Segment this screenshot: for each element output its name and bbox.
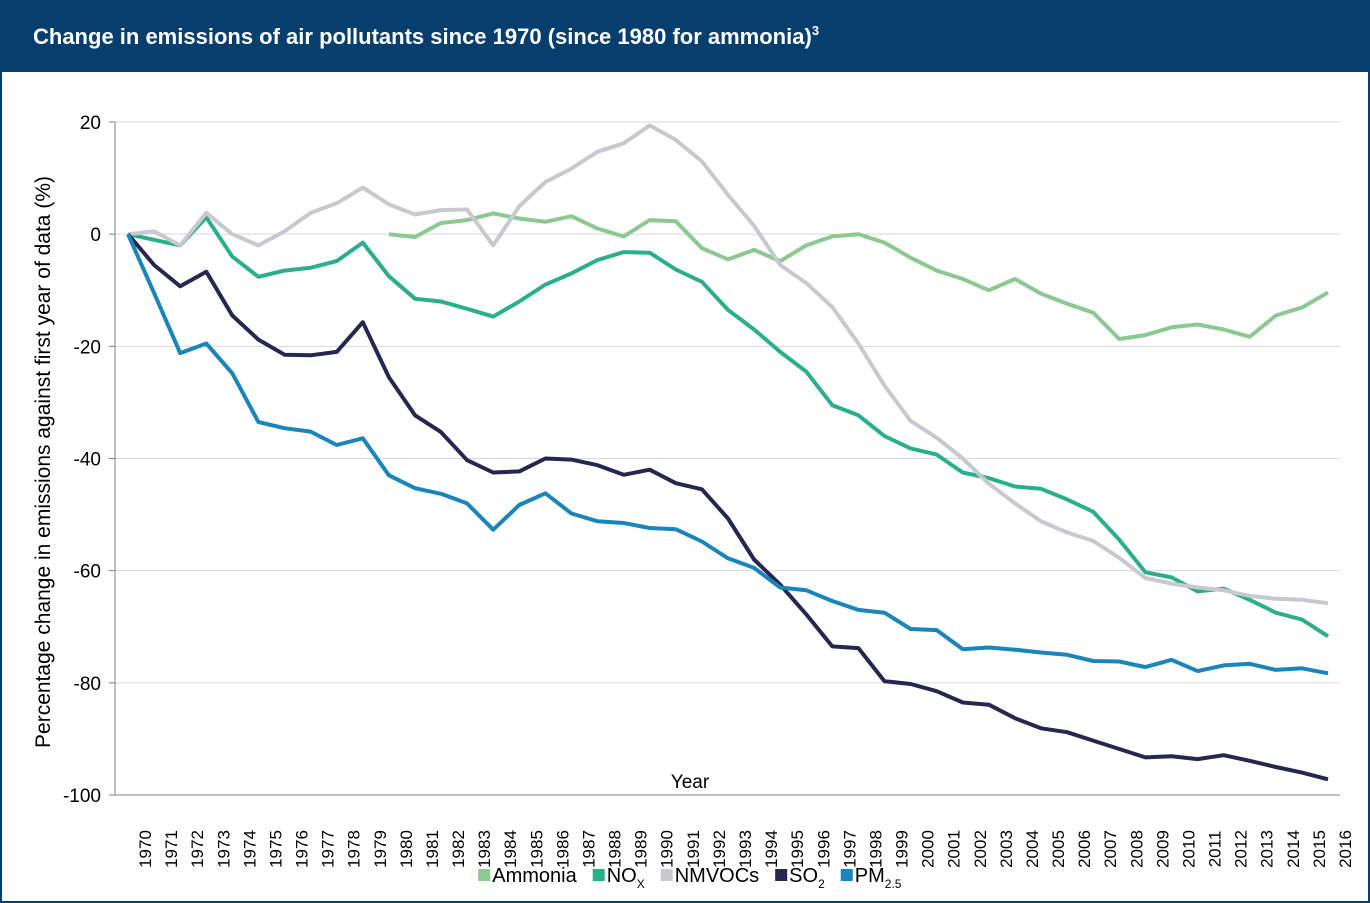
x-tick-label: 1980 [397, 830, 416, 868]
title-bar [0, 0, 1370, 72]
legend-label: SO2 [789, 865, 825, 891]
x-tick-label: 1999 [893, 830, 912, 868]
title-superscript: 3 [812, 23, 819, 38]
x-tick-label: 1973 [214, 830, 233, 868]
legend-label: Ammonia [492, 865, 577, 887]
legend-subscript: 2.5 [885, 877, 902, 891]
x-tick-label: 2004 [1023, 830, 1042, 868]
series-line [126, 233, 1329, 676]
series-line [127, 123, 1329, 606]
x-tick-label: 1984 [501, 830, 520, 868]
x-tick-label: 1997 [840, 830, 859, 868]
legend-swatch [592, 869, 605, 881]
legend-item: SO2 [775, 865, 825, 891]
y-tick-label: 20 [80, 113, 101, 134]
x-tick-label: 1987 [579, 830, 598, 868]
y-tick-label: -60 [74, 562, 101, 583]
x-tick-label: 1972 [188, 830, 207, 868]
x-tick-label: 2013 [1258, 830, 1277, 868]
x-tick-label: 1993 [736, 830, 755, 868]
legend-name: NMVOCs [675, 865, 759, 887]
legend-label: NOX [607, 865, 645, 891]
x-tick-label: 2008 [1127, 830, 1146, 868]
series-line [388, 211, 1330, 341]
legend-subscript: X [637, 877, 645, 891]
x-tick-label: 1982 [449, 830, 468, 868]
x-tick-label: 1991 [684, 830, 703, 868]
x-tick-label: 1989 [632, 830, 651, 868]
x-tick-label: 1998 [866, 830, 885, 868]
x-tick-label: 2010 [1179, 830, 1198, 868]
legend-name: PM [855, 865, 885, 887]
x-tick-label: 2011 [1206, 831, 1225, 868]
x-tick-label: 1974 [240, 830, 259, 868]
x-tick-label: 2002 [971, 830, 990, 868]
x-tick-label: 1985 [527, 830, 546, 868]
legend-name: SO [789, 865, 818, 887]
x-tick-label: 2009 [1153, 830, 1172, 868]
legend-item: PM2.5 [840, 865, 902, 891]
x-tick-label: 2006 [1075, 830, 1094, 868]
title-text: Change in emissions of air pollutants si… [33, 24, 812, 49]
x-tick-label: 2000 [919, 830, 938, 868]
legend-name: NO [607, 865, 637, 887]
chart-title: Change in emissions of air pollutants si… [33, 23, 819, 49]
x-tick-label: 1977 [319, 830, 338, 868]
x-tick-label: 1971 [162, 830, 181, 868]
x-tick-label: 2016 [1336, 830, 1355, 868]
x-tick-label: 1992 [710, 830, 729, 868]
x-tick-label: 1988 [606, 830, 625, 868]
legend-swatch [775, 869, 788, 881]
x-tick-label: 1995 [788, 830, 807, 868]
x-tick-label: 2007 [1101, 830, 1120, 868]
legend-item: NOX [592, 865, 645, 891]
y-axis-label: Percentage change in emissions against f… [32, 176, 55, 748]
series-line [126, 232, 1329, 782]
x-tick-label: 2014 [1284, 830, 1303, 868]
x-tick-label: 1970 [136, 830, 155, 868]
y-tick-label: -40 [74, 450, 101, 471]
y-tick-label: -100 [63, 786, 101, 807]
legend-name: Ammonia [492, 865, 577, 887]
x-tick-label: 2012 [1232, 830, 1251, 868]
legend-label: NMVOCs [675, 865, 759, 887]
x-tick-label: 1990 [658, 830, 677, 868]
x-tick-label: 2015 [1310, 830, 1329, 868]
legend-label: PM2.5 [855, 865, 902, 891]
legend-swatch [478, 869, 491, 881]
legend-subscript: 2 [818, 877, 825, 891]
y-tick-label: -20 [74, 337, 101, 358]
y-tick-label: -80 [74, 674, 101, 695]
x-tick-label: 1976 [293, 830, 312, 868]
x-tick-label: 2001 [945, 830, 964, 868]
x-tick-label: 1983 [475, 830, 494, 868]
x-tick-label: 1994 [762, 830, 781, 868]
x-tick-label: 1996 [814, 830, 833, 868]
x-tick-label: 2003 [997, 830, 1016, 868]
legend-swatch [660, 869, 673, 881]
x-tick-label: 1979 [371, 830, 390, 868]
x-axis-label: Year [671, 772, 710, 793]
x-tick-label: 1975 [266, 830, 285, 868]
x-tick-label: 1981 [423, 830, 442, 868]
x-tick-label: 2005 [1049, 830, 1068, 868]
x-tick-label: 1978 [345, 830, 364, 868]
y-tick-label: 0 [90, 225, 101, 246]
legend: Ammonia NOX NMVOCs SO2 PM2.5 [478, 865, 902, 891]
legend-item: NMVOCs [660, 865, 759, 887]
x-tick-label: 1986 [553, 830, 572, 868]
legend-item: Ammonia [478, 865, 578, 887]
series-line [127, 215, 1330, 638]
legend-swatch [840, 869, 853, 881]
